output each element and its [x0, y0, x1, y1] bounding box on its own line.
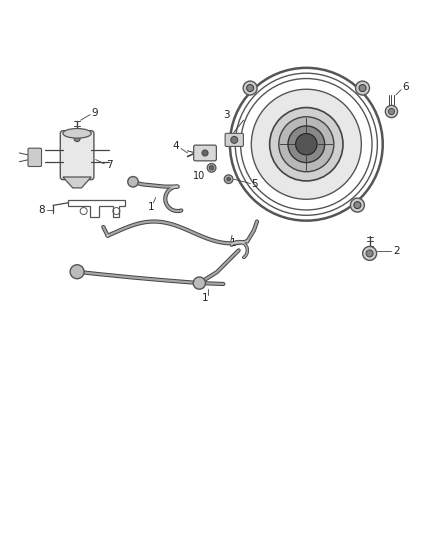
Circle shape: [207, 164, 216, 172]
Circle shape: [227, 177, 230, 181]
Text: 1: 1: [202, 293, 208, 303]
Circle shape: [231, 136, 238, 143]
Text: 1: 1: [148, 202, 155, 212]
Circle shape: [202, 150, 208, 156]
Text: 3: 3: [223, 110, 230, 119]
Circle shape: [350, 198, 364, 212]
Text: 9: 9: [91, 108, 98, 118]
Circle shape: [209, 166, 214, 170]
Polygon shape: [63, 177, 91, 188]
Circle shape: [359, 85, 366, 92]
Circle shape: [243, 81, 257, 95]
FancyBboxPatch shape: [28, 148, 42, 166]
Circle shape: [224, 175, 233, 183]
Text: 6: 6: [402, 83, 409, 93]
Circle shape: [74, 135, 80, 142]
Circle shape: [279, 117, 334, 172]
Circle shape: [296, 134, 317, 155]
Circle shape: [128, 176, 138, 187]
Text: 1: 1: [230, 238, 236, 248]
Circle shape: [356, 81, 370, 95]
Text: 7: 7: [106, 160, 112, 170]
Text: 5: 5: [251, 180, 258, 189]
Text: 8: 8: [39, 205, 45, 215]
Text: 2: 2: [393, 246, 399, 256]
Circle shape: [389, 108, 395, 115]
Circle shape: [247, 85, 254, 92]
Circle shape: [193, 277, 205, 289]
Circle shape: [366, 250, 373, 257]
FancyBboxPatch shape: [194, 145, 216, 161]
Ellipse shape: [63, 128, 91, 138]
Circle shape: [385, 106, 398, 118]
Circle shape: [288, 126, 325, 163]
Circle shape: [270, 108, 343, 181]
Circle shape: [363, 246, 377, 261]
Circle shape: [354, 201, 361, 208]
Text: 10: 10: [193, 171, 205, 181]
Text: 4: 4: [172, 141, 179, 151]
FancyBboxPatch shape: [60, 131, 94, 180]
FancyBboxPatch shape: [225, 133, 244, 147]
Circle shape: [70, 265, 84, 279]
Circle shape: [251, 89, 361, 199]
